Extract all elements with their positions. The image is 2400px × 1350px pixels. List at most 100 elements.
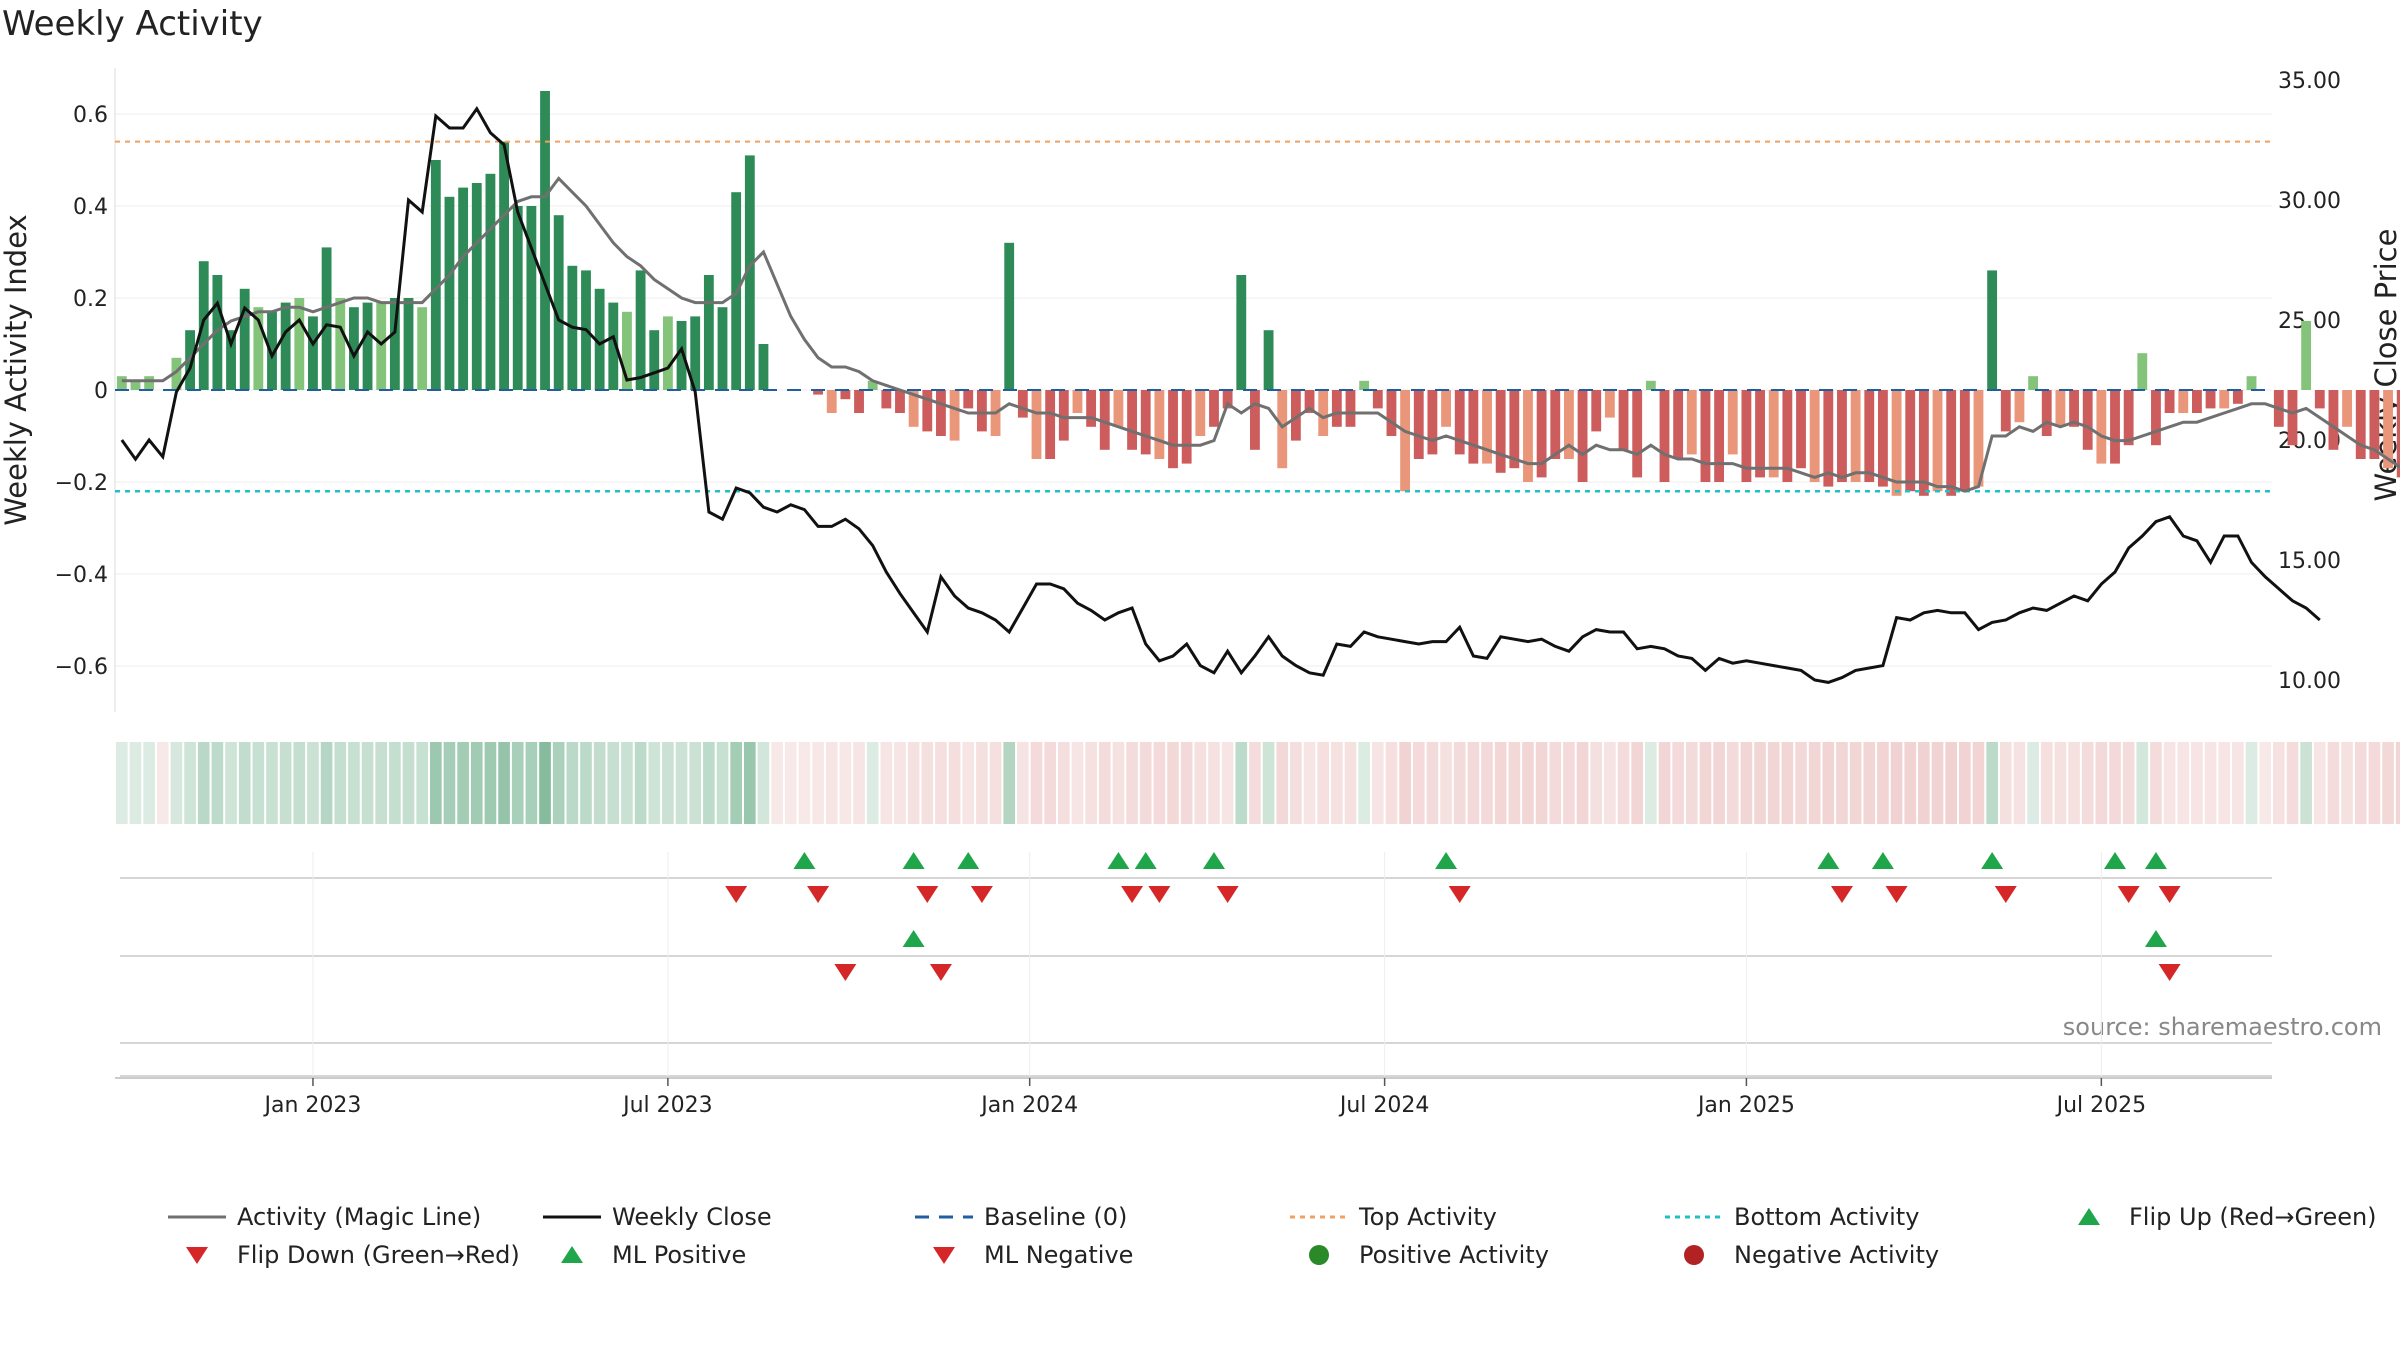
ml-positive-marker xyxy=(902,930,925,947)
x-tick-label: Jul 2023 xyxy=(621,1093,713,1118)
activity-bar xyxy=(1086,390,1097,427)
heat-strip-cell xyxy=(1194,742,1207,824)
x-tick-label: Jul 2025 xyxy=(2055,1093,2147,1118)
activity-bar xyxy=(485,173,496,390)
flip-up-marker xyxy=(1981,852,2004,869)
activity-bar xyxy=(2219,390,2230,409)
y-left-tick-label: 0.4 xyxy=(73,195,108,220)
heat-strip-cell xyxy=(2273,742,2285,824)
activity-bar xyxy=(1277,390,1288,469)
heat-strip-cell xyxy=(1003,742,1016,824)
activity-bar xyxy=(2314,390,2325,409)
ml-negative-marker xyxy=(2158,964,2181,981)
heat-strip-cell xyxy=(1180,742,1193,824)
legend-item: Negative Activity xyxy=(1684,1241,1939,1269)
y-left-axis-label: Weekly Activity Index xyxy=(0,214,33,525)
legend-item: ML Positive xyxy=(561,1241,746,1269)
heat-strip-cell xyxy=(2109,742,2121,824)
activity-bar xyxy=(717,307,728,390)
heat-strip-cell xyxy=(1726,742,1739,824)
activity-bar xyxy=(1673,390,1684,459)
activity-bar xyxy=(1591,390,1602,432)
heat-strip-cell xyxy=(2395,742,2400,824)
activity-bar xyxy=(1659,390,1670,482)
heat-strip-cell xyxy=(498,742,510,824)
activity-bar xyxy=(1072,390,1083,413)
heat-strip-cell xyxy=(416,742,428,824)
heat-strip-cell xyxy=(1303,742,1316,824)
heat-strip-cell xyxy=(197,742,210,824)
activity-bar xyxy=(2014,390,2025,423)
heat-strip-cell xyxy=(1986,742,1998,824)
heat-strip-cell xyxy=(211,742,224,824)
heat-strip-cell xyxy=(320,742,333,824)
heat-strip-cell xyxy=(1453,742,1466,824)
heat-strip-cell xyxy=(812,742,824,824)
activity-bar xyxy=(895,390,905,413)
heat-strip-cell xyxy=(1590,742,1603,824)
activity-bar xyxy=(239,288,250,390)
activity-bar xyxy=(1714,390,1725,482)
x-tick-label: Jan 2024 xyxy=(979,1093,1078,1118)
heat-strip-cell xyxy=(730,742,742,824)
heat-strip-cell xyxy=(703,742,715,824)
x-tick-label: Jan 2025 xyxy=(1696,1093,1795,1118)
activity-bar xyxy=(867,380,878,390)
heat-strip-cell xyxy=(484,742,497,824)
heat-strip-cell xyxy=(2040,742,2053,824)
activity-bar xyxy=(1755,390,1765,478)
activity-bar xyxy=(389,298,400,390)
heat-strip-cell xyxy=(1890,742,1903,824)
heat-strip-cell xyxy=(2081,742,2094,824)
activity-bar xyxy=(2069,390,2079,427)
activity-bar xyxy=(1250,390,1260,450)
activity-bar xyxy=(936,390,946,436)
activity-bar xyxy=(171,357,182,390)
heat-strip-cell xyxy=(2327,742,2340,824)
activity-bar xyxy=(976,390,987,432)
legend-label: Flip Down (Green→Red) xyxy=(237,1241,520,1269)
activity-bar xyxy=(1236,275,1247,390)
activity-bar xyxy=(1564,390,1574,459)
heat-strip-cell xyxy=(429,742,442,824)
activity-bar xyxy=(116,376,127,390)
activity-bar xyxy=(499,141,509,390)
activity-bar xyxy=(854,390,864,413)
activity-bar xyxy=(676,321,687,390)
activity-bar xyxy=(1195,390,1206,436)
heat-strip-cell xyxy=(1959,742,1971,824)
activity-bar xyxy=(1004,242,1015,390)
heat-strip-cell xyxy=(2232,742,2244,824)
activity-bar xyxy=(1891,390,1902,496)
activity-bar xyxy=(1604,390,1615,418)
y-left-tick-label: −0.4 xyxy=(55,563,108,588)
heat-strip-cell xyxy=(921,742,934,824)
heat-strip-cell xyxy=(2163,742,2176,824)
activity-bar xyxy=(2000,390,2011,432)
heat-strip-cell xyxy=(1071,742,1084,824)
heat-strip-cell xyxy=(1139,742,1152,824)
activity-bar xyxy=(635,270,646,390)
heat-strip-cell xyxy=(989,742,1002,824)
legend-label: ML Negative xyxy=(984,1241,1133,1269)
activity-bar xyxy=(553,215,564,390)
activity-bar xyxy=(963,390,974,409)
ml-positive-marker xyxy=(2144,930,2167,947)
flip-up-marker xyxy=(1817,852,1840,869)
heat-strip-cell xyxy=(2191,742,2203,824)
heat-strip-cell xyxy=(798,742,811,824)
activity-bar xyxy=(1523,390,1533,482)
activity-bar xyxy=(1372,390,1383,409)
heat-strip-cell xyxy=(2013,742,2026,824)
activity-bar xyxy=(444,196,455,390)
legend-tri-down xyxy=(186,1247,208,1264)
heat-strip-cell xyxy=(143,742,155,824)
legend-label: Activity (Magic Line) xyxy=(237,1203,481,1231)
activity-bar xyxy=(335,298,346,390)
legend-label: ML Positive xyxy=(612,1241,746,1269)
activity-bar xyxy=(2301,321,2312,390)
heat-strip-cell xyxy=(1877,742,1889,824)
activity-bar xyxy=(1140,390,1151,455)
heat-strip-cell xyxy=(1030,742,1043,824)
legend-tri-up xyxy=(561,1246,583,1263)
